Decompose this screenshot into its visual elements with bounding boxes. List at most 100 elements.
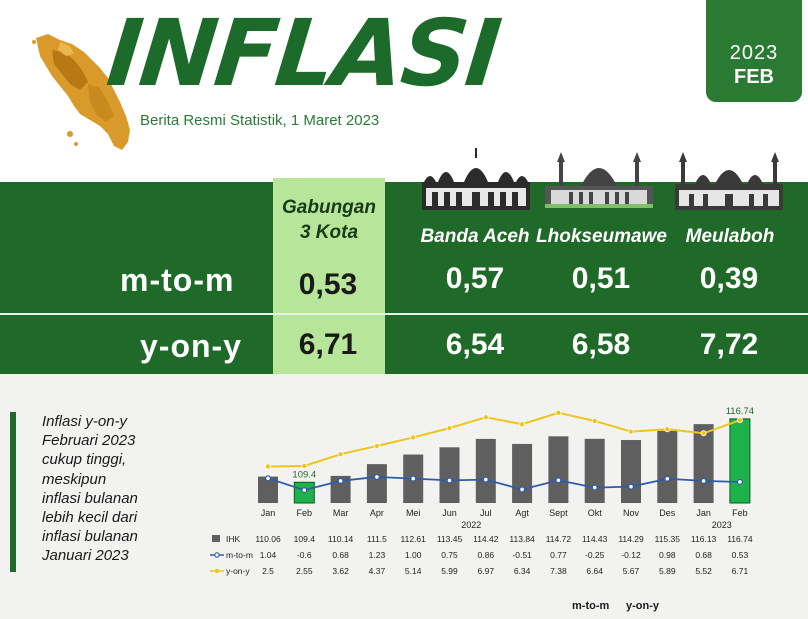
yony-point <box>700 430 707 437</box>
mtom-point <box>591 484 598 491</box>
table-cell: 6.71 <box>732 566 749 576</box>
yony-point <box>519 421 526 428</box>
x-tick-label: Feb <box>732 508 748 518</box>
mtom-point <box>482 476 489 483</box>
yony-point <box>446 425 453 432</box>
table-cell: 6.34 <box>514 566 531 576</box>
table-cell: 114.43 <box>582 534 608 544</box>
ihk-bar <box>475 438 496 503</box>
value-combined-yony: 6,71 <box>298 328 358 361</box>
x-tick-label: Apr <box>370 508 384 518</box>
note-line: cukup tinggi, <box>42 451 127 469</box>
note-accent-bar <box>10 412 16 572</box>
city-header-lhokseumawe: Lhokseumawe <box>536 226 667 247</box>
row-divider <box>0 313 808 315</box>
table-cell: 5.52 <box>695 566 712 576</box>
ihk-bar <box>621 440 641 503</box>
yony-point <box>664 426 671 433</box>
table-cell: 116.13 <box>691 534 717 544</box>
city-header-meulaboh: Meulaboh <box>685 226 775 247</box>
legend-yony-marker <box>214 568 220 574</box>
ihk-bar <box>512 443 533 503</box>
x-tick-label: Mei <box>406 508 421 518</box>
ihk-bar <box>657 430 678 503</box>
value-meulaboh-yony: 7,72 <box>699 328 759 361</box>
table-cell: 0.98 <box>659 550 676 560</box>
table-cell: 112.61 <box>401 534 427 544</box>
yony-point <box>591 417 598 424</box>
inflation-note: Inflasi y-on-y Februari 2023 cukup tingg… <box>42 412 162 566</box>
header: INFLASI Berita Resmi Statistik, 1 Maret … <box>0 0 808 182</box>
value-banda-aceh-mtom: 0,57 <box>445 262 505 295</box>
combined-highlight-column <box>273 178 385 378</box>
mosque-banda-aceh-icon <box>422 148 530 210</box>
year-label: 2023 <box>712 520 732 530</box>
bar-label: 109.4 <box>292 469 316 480</box>
page-subtitle: Berita Resmi Statistik, 1 Maret 2023 <box>140 112 380 129</box>
value-lhokseumawe-yony: 6,58 <box>571 328 631 361</box>
footer-tag-mtom: m-to-m <box>572 600 610 612</box>
note-line: inflasi bulanan <box>42 528 138 546</box>
table-cell: 109.4 <box>294 534 316 544</box>
yony-point <box>265 463 272 470</box>
combined-header-line2: 3 Kota <box>299 221 359 243</box>
table-cell: -0.51 <box>512 550 532 560</box>
ihk-bar <box>548 436 569 503</box>
mtom-point <box>736 478 743 485</box>
table-cell: 114.29 <box>618 534 644 544</box>
ihk-inflation-chart: 109.4 116.74 Jan Feb Mar Apr Mei Jun Jul Agt Sept O… <box>210 406 754 576</box>
date-month: FEB <box>734 66 774 88</box>
mosque-meulaboh-icon <box>675 152 783 210</box>
inflation-table-band <box>0 182 808 374</box>
table-cell: 5.99 <box>441 566 458 576</box>
mtom-point <box>264 475 271 482</box>
table-cell: 113.45 <box>437 534 463 544</box>
x-tick-label: Feb <box>297 508 313 518</box>
mosque-lhokseumawe-icon <box>545 152 653 208</box>
mtom-point <box>664 475 671 482</box>
mtom-series-line <box>267 476 740 492</box>
x-tick-label: Sept <box>549 508 568 518</box>
legend-label: IHK <box>226 534 241 544</box>
ihk-bar <box>729 418 751 504</box>
table-cell: 6.64 <box>586 566 603 576</box>
note-line: Februari 2023 <box>42 432 136 450</box>
combined-header: Gabungan 3 Kota <box>273 196 385 245</box>
table-cell: 4.37 <box>369 566 386 576</box>
value-lhokseumawe-mtom: 0,51 <box>571 262 631 295</box>
yony-point <box>337 451 344 458</box>
value-combined-mtom: 0,53 <box>298 268 358 301</box>
x-tick-label: Okt <box>588 508 603 518</box>
table-cell: 1.23 <box>369 550 386 560</box>
mtom-point <box>337 477 344 484</box>
mtom-point <box>628 483 635 490</box>
yony-point <box>373 442 380 449</box>
aceh-map-icon <box>32 34 130 150</box>
value-meulaboh-mtom: 0,39 <box>699 262 759 295</box>
yony-point <box>301 462 308 469</box>
ihk-bar <box>693 424 714 503</box>
mtom-point <box>700 477 707 484</box>
x-tick-label: Jul <box>480 508 492 518</box>
yony-point <box>410 434 417 441</box>
x-tick-label: Nov <box>623 508 640 518</box>
mtom-point <box>301 487 308 494</box>
table-cell: 0.68 <box>332 550 349 560</box>
table-cell: 2.5 <box>262 566 274 576</box>
table-cell: 7.38 <box>550 566 567 576</box>
year-label: 2022 <box>461 520 481 530</box>
note-line: Inflasi y-on-y <box>42 413 128 430</box>
table-cell: 1.04 <box>260 550 277 560</box>
value-banda-aceh-yony: 6,54 <box>445 328 505 361</box>
page-title: INFLASI <box>102 0 505 107</box>
table-cell: 115.35 <box>655 534 681 544</box>
mtom-point <box>519 486 526 493</box>
mtom-point <box>373 473 380 480</box>
yony-point <box>627 428 634 435</box>
row-label-mtom: m-to-m <box>120 262 235 298</box>
x-tick-label: Jun <box>442 508 457 518</box>
table-cell: 5.14 <box>405 566 422 576</box>
table-cell: 6.97 <box>478 566 495 576</box>
date-year: 2023 <box>729 42 779 64</box>
table-cell: 0.77 <box>550 550 567 560</box>
